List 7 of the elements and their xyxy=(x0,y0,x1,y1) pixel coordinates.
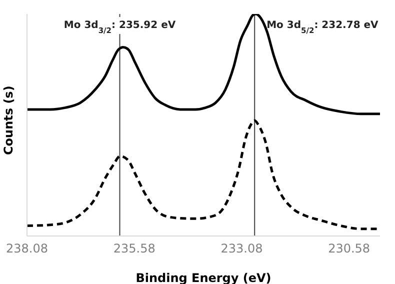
x-tick-label: 238.08 xyxy=(6,242,48,256)
ref-line-label: Mo 3d$_{3/2}$: 235.92 eV xyxy=(64,20,176,34)
x-tick-label: 230.58 xyxy=(328,242,370,256)
ref-line-label: Mo 3d$_{5/2}$: 232.78 eV xyxy=(266,20,379,34)
x-tick-label: 235.58 xyxy=(113,242,156,256)
y-axis-title: Counts (s) xyxy=(1,86,16,155)
x-tick-label: 233.08 xyxy=(220,242,263,256)
